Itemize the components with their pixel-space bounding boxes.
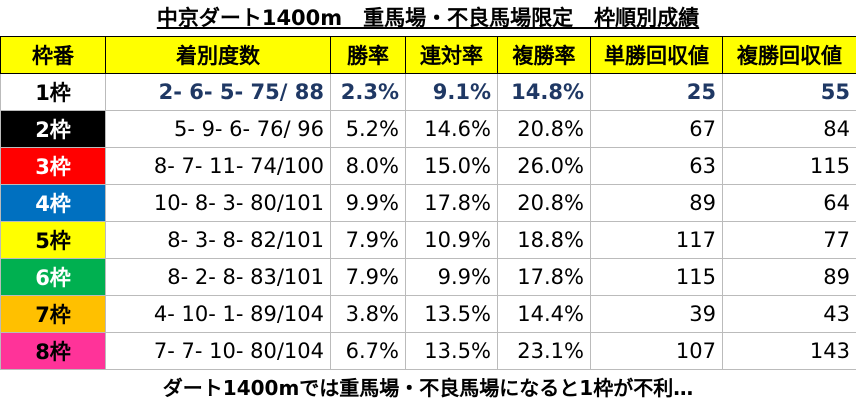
data-cell: 89 xyxy=(722,258,856,296)
frame-cell: 1枠 xyxy=(0,73,106,111)
data-cell: 115 xyxy=(722,147,856,185)
data-cell: 9.9% xyxy=(330,184,406,222)
title-bar: 中京ダート1400m 重馬場・不良馬場限定 枠順別成績 xyxy=(0,0,856,36)
data-cell: 64 xyxy=(722,184,856,222)
data-cell: 13.5% xyxy=(405,295,498,333)
footer: ダート1400mでは重馬場・不良馬場になると1枠が不利… xyxy=(162,376,694,400)
data-cell: 15.0% xyxy=(405,147,498,185)
data-cell: 10.9% xyxy=(405,221,498,259)
data-cell: 67 xyxy=(590,110,723,148)
data-cell: 20.8% xyxy=(497,184,591,222)
data-cell: 8- 7- 11- 74/100 xyxy=(105,147,331,185)
table-row: 7枠 4- 10- 1- 89/104 3.8% 13.5% 14.4% 39 43 xyxy=(0,295,856,333)
data-cell: 26.0% xyxy=(497,147,591,185)
data-cell: 20.8% xyxy=(497,110,591,148)
data-cell: 115 xyxy=(590,258,723,296)
table-row: 3枠 8- 7- 11- 74/100 8.0% 15.0% 26.0% 63 115 xyxy=(0,147,856,185)
data-cell: 5- 9- 6- 76/ 96 xyxy=(105,110,331,148)
data-cell: 9.9% xyxy=(405,258,498,296)
header-cell: 連対率 xyxy=(405,36,498,74)
data-cell: 5.2% xyxy=(330,110,406,148)
data-cell: 7.9% xyxy=(330,221,406,259)
table-row: 8枠 7- 7- 10- 80/104 6.7% 13.5% 23.1% 107 143 xyxy=(0,332,856,370)
header-cell: 単勝回収値 xyxy=(590,36,723,74)
frame-cell: 5枠 xyxy=(0,221,106,259)
data-cell: 9.1% xyxy=(405,73,498,111)
data-cell: 84 xyxy=(722,110,856,148)
data-cell: 4- 10- 1- 89/104 xyxy=(105,295,331,333)
data-cell: 17.8% xyxy=(497,258,591,296)
data-cell: 7- 7- 10- 80/104 xyxy=(105,332,331,370)
header-cell: 着別度数 xyxy=(105,36,331,74)
data-cell: 13.5% xyxy=(405,332,498,370)
data-cell: 3.8% xyxy=(330,295,406,333)
header-cell: 枠番 xyxy=(0,36,106,74)
data-cell: 17.8% xyxy=(405,184,498,222)
data-cell: 14.8% xyxy=(497,73,591,111)
frame-cell: 8枠 xyxy=(0,332,106,370)
data-cell: 63 xyxy=(590,147,723,185)
data-cell: 89 xyxy=(590,184,723,222)
frame-cell: 2枠 xyxy=(0,110,106,148)
data-cell: 117 xyxy=(590,221,723,259)
data-cell: 143 xyxy=(722,332,856,370)
data-cell: 107 xyxy=(590,332,723,370)
table-row: 6枠 8- 2- 8- 83/101 7.9% 9.9% 17.8% 115 89 xyxy=(0,258,856,296)
header-cell: 勝率 xyxy=(330,36,406,74)
data-cell: 25 xyxy=(590,73,723,111)
results-table: 枠番 着別度数 勝率 連対率 複勝率 単勝回収値 複勝回収値 1枠 2- 6- 5- 75/ 8… xyxy=(0,36,856,370)
table-row: 1枠 2- 6- 5- 75/ 88 2.3% 9.1% 14.8% 25 55 xyxy=(0,73,856,111)
table-row: 2枠 5- 9- 6- 76/ 96 5.2% 14.6% 20.8% 67 84 xyxy=(0,110,856,148)
title: 中京ダート1400m 重馬場・不良馬場限定 枠順別成績 xyxy=(156,6,700,30)
data-cell: 10- 8- 3- 80/101 xyxy=(105,184,331,222)
frame-cell: 3枠 xyxy=(0,147,106,185)
data-cell: 55 xyxy=(722,73,856,111)
table-row: 5枠 8- 3- 8- 82/101 7.9% 10.9% 18.8% 117 77 xyxy=(0,221,856,259)
frame-cell: 6枠 xyxy=(0,258,106,296)
header-cell: 複勝回収値 xyxy=(722,36,856,74)
data-cell: 77 xyxy=(722,221,856,259)
data-cell: 23.1% xyxy=(497,332,591,370)
table-row: 4枠 10- 8- 3- 80/101 9.9% 17.8% 20.8% 89 64 xyxy=(0,184,856,222)
data-cell: 43 xyxy=(722,295,856,333)
data-cell: 6.7% xyxy=(330,332,406,370)
data-cell: 39 xyxy=(590,295,723,333)
header-cell: 複勝率 xyxy=(497,36,591,74)
frame-cell: 4枠 xyxy=(0,184,106,222)
data-cell: 2.3% xyxy=(330,73,406,111)
frame-cell: 7枠 xyxy=(0,295,106,333)
data-cell: 8- 2- 8- 83/101 xyxy=(105,258,331,296)
data-cell: 14.6% xyxy=(405,110,498,148)
header-row: 枠番 着別度数 勝率 連対率 複勝率 単勝回収値 複勝回収値 xyxy=(0,36,856,74)
data-cell: 18.8% xyxy=(497,221,591,259)
data-cell: 2- 6- 5- 75/ 88 xyxy=(105,73,331,111)
data-cell: 8.0% xyxy=(330,147,406,185)
data-cell: 7.9% xyxy=(330,258,406,296)
data-cell: 8- 3- 8- 82/101 xyxy=(105,221,331,259)
data-cell: 14.4% xyxy=(497,295,591,333)
table-body: 枠番 着別度数 勝率 連対率 複勝率 単勝回収値 複勝回収値 1枠 2- 6- 5- 75/ 8… xyxy=(0,36,856,370)
